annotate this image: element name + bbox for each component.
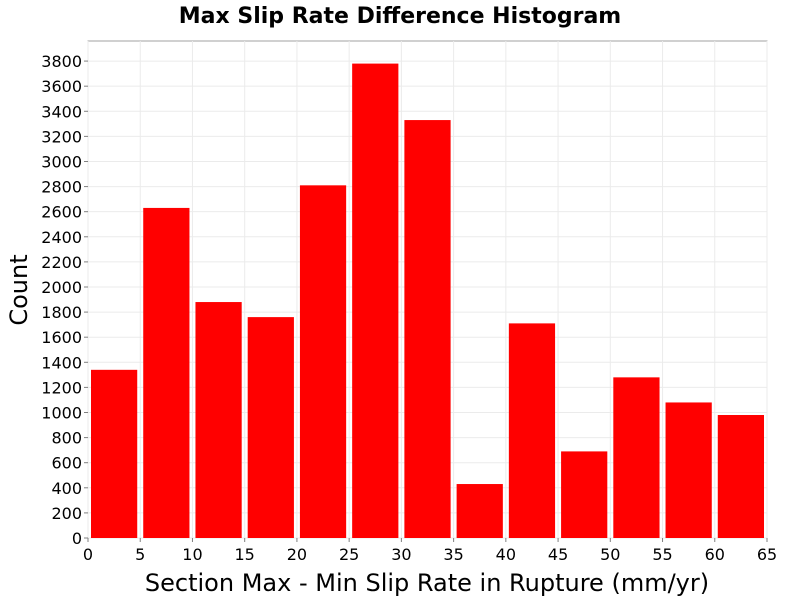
- histogram-bar: [143, 207, 190, 538]
- x-tick-label: 60: [705, 545, 725, 564]
- y-tick-label: 1600: [41, 328, 82, 347]
- x-tick-label: 55: [652, 545, 672, 564]
- histogram-bar: [456, 484, 503, 538]
- histogram-bar: [717, 415, 764, 538]
- y-tick-label: 800: [51, 429, 82, 448]
- x-tick-label: 15: [235, 545, 255, 564]
- histogram-bar: [561, 451, 608, 538]
- histogram-bar: [665, 402, 712, 538]
- y-tick-label: 3000: [41, 152, 82, 171]
- y-tick-label: 1000: [41, 403, 82, 422]
- x-tick-label: 25: [339, 545, 359, 564]
- y-tick-label: 2400: [41, 228, 82, 247]
- y-tick-label: 0: [72, 529, 82, 548]
- x-tick-label: 50: [600, 545, 620, 564]
- histogram-bar: [508, 323, 556, 538]
- x-tick-label: 20: [287, 545, 307, 564]
- x-tick-label: 10: [182, 545, 202, 564]
- y-tick-label: 400: [51, 479, 82, 498]
- x-tick-label: 30: [391, 545, 411, 564]
- y-tick-label: 600: [51, 454, 82, 473]
- x-tick-label: 45: [548, 545, 568, 564]
- x-axis-label: Section Max - Min Slip Rate in Rupture (…: [145, 569, 709, 597]
- bar-series: [91, 63, 764, 539]
- x-axis-ticks: 0 5 10 15 20 25 30 35 40 45 50 55 60 65: [83, 538, 777, 564]
- histogram-bar: [299, 185, 347, 538]
- histogram-bar: [247, 317, 294, 538]
- histogram-bar: [613, 377, 660, 538]
- histogram-bar: [91, 369, 138, 538]
- y-axis-ticks: 0 200 400 600 800 1000 1200 1400 1600 1800 2000 220…: [41, 52, 88, 548]
- x-tick-label: 40: [496, 545, 516, 564]
- y-tick-label: 1200: [41, 378, 82, 397]
- y-tick-label: 2800: [41, 178, 82, 197]
- histogram-bar: [195, 302, 242, 538]
- y-tick-label: 3400: [41, 102, 82, 121]
- histogram-bar: [404, 120, 451, 539]
- y-tick-label: 3200: [41, 127, 82, 146]
- x-tick-label: 5: [135, 545, 145, 564]
- y-tick-label: 2600: [41, 203, 82, 222]
- x-tick-label: 0: [83, 545, 93, 564]
- x-tick-label: 65: [757, 545, 777, 564]
- y-tick-label: 3800: [41, 52, 82, 71]
- y-tick-label: 2000: [41, 278, 82, 297]
- y-tick-label: 2200: [41, 253, 82, 272]
- x-tick-label: 35: [443, 545, 463, 564]
- y-axis-label: Count: [5, 254, 33, 325]
- y-tick-label: 1800: [41, 303, 82, 322]
- y-tick-label: 3600: [41, 77, 82, 96]
- y-tick-label: 200: [51, 504, 82, 523]
- histogram-bar: [352, 63, 399, 538]
- chart-title: Max Slip Rate Difference Histogram: [179, 4, 621, 29]
- y-tick-label: 1400: [41, 353, 82, 372]
